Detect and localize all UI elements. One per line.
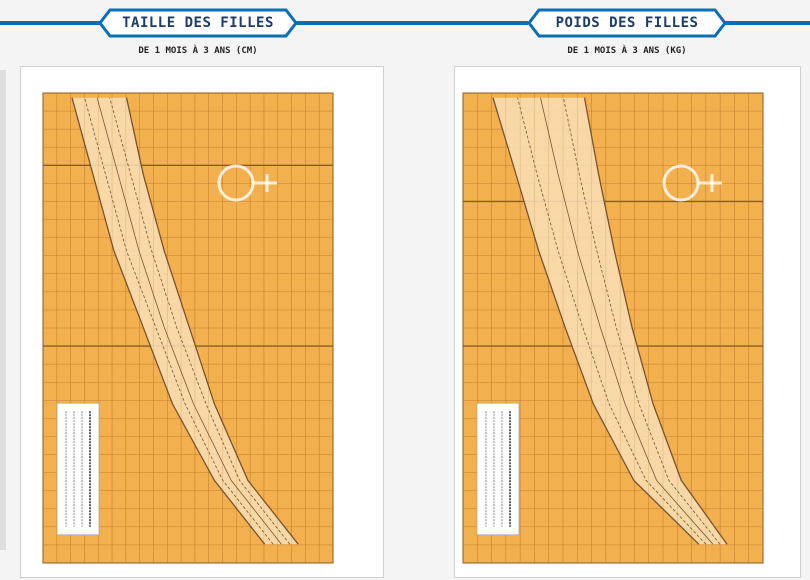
series-line-3 [540, 97, 714, 545]
series-line-5 [492, 97, 700, 545]
banner-poids: POIDS DES FILLES [527, 8, 727, 38]
growth-chart-poids [462, 92, 764, 564]
banner-taille: TAILLE DES FILLES [98, 8, 298, 38]
percentile-band [72, 97, 299, 545]
info-box [476, 402, 520, 536]
subtitle-poids: DE 1 MOIS À 3 ANS (KG) [567, 46, 687, 56]
banner-line-right [724, 21, 810, 25]
series-line-4 [517, 97, 707, 545]
left-edge-strip [0, 70, 6, 550]
series-line-2 [563, 97, 721, 545]
percentile-band [493, 97, 727, 545]
banner-line-left [0, 21, 100, 25]
series-line-5 [71, 97, 266, 545]
series-line-4 [84, 97, 274, 545]
series-line-2 [109, 97, 291, 545]
chart-card-poids [454, 66, 801, 578]
series-line-1 [583, 97, 728, 545]
banner-line-middle [296, 21, 528, 25]
banner-shape-poids [527, 8, 727, 38]
series-line-1 [125, 97, 299, 545]
subtitle-taille: DE 1 MOIS À 3 ANS (CM) [138, 46, 258, 56]
banner-title-taille: TAILLE DES FILLES [122, 15, 274, 31]
series-line-3 [96, 97, 282, 545]
chart-card-taille [20, 66, 384, 578]
banner-shape-taille [98, 8, 298, 38]
banner-title-poids: POIDS DES FILLES [555, 15, 699, 31]
growth-chart-taille [42, 92, 334, 564]
info-box [56, 402, 100, 536]
